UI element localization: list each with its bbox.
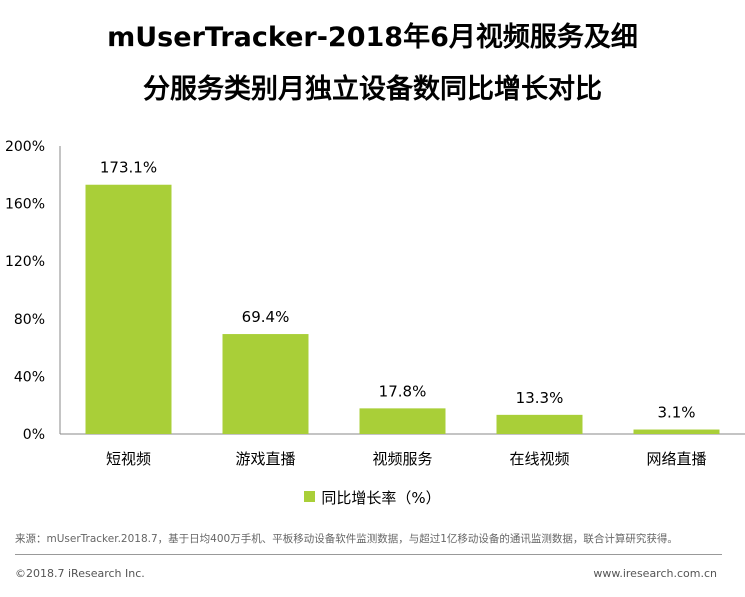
x-tick-label: 网络直播 [646,450,706,468]
copyright: ©2018.7 iResearch Inc. [15,567,145,580]
y-tick-label: 40% [14,369,45,385]
bar [496,414,583,434]
data-label: 13.3% [516,389,564,407]
bar [85,184,172,434]
x-tick-label: 游戏直播 [235,450,295,468]
x-tick-label: 视频服务 [372,450,432,468]
legend-label: 同比增长率（%） [321,489,441,507]
website-url: www.iresearch.com.cn [593,567,717,580]
y-tick-label: 80% [14,312,45,328]
bar [359,408,446,434]
chart-title-line1: mUserTracker-2018年6月视频服务及细 [107,22,638,53]
legend-swatch [304,491,316,502]
x-tick-label: 短视频 [106,450,151,468]
bar [633,429,720,434]
legend: 同比增长率（%） [0,487,745,508]
bar-chart: 0% 40% 80% 120% 160% 200% 173.1% 短视频 69.4% 游戏直播 17… [5,139,745,468]
data-label: 3.1% [657,404,695,422]
y-tick-label: 120% [5,254,45,270]
x-tick-label: 在线视频 [509,450,569,468]
data-label: 173.1% [100,159,157,177]
footer-divider [15,554,722,555]
y-tick-label: 160% [5,197,45,213]
source-note: 来源：mUserTracker.2018.7，基于日均400万手机、平板移动设备… [15,533,678,545]
data-label: 17.8% [379,382,427,400]
bar [222,334,309,434]
data-label: 69.4% [242,308,290,326]
y-tick-label: 200% [5,139,45,155]
y-tick-label: 0% [23,427,45,443]
chart-title-line2: 分服务类别月独立设备数同比增长对比 [143,74,602,105]
